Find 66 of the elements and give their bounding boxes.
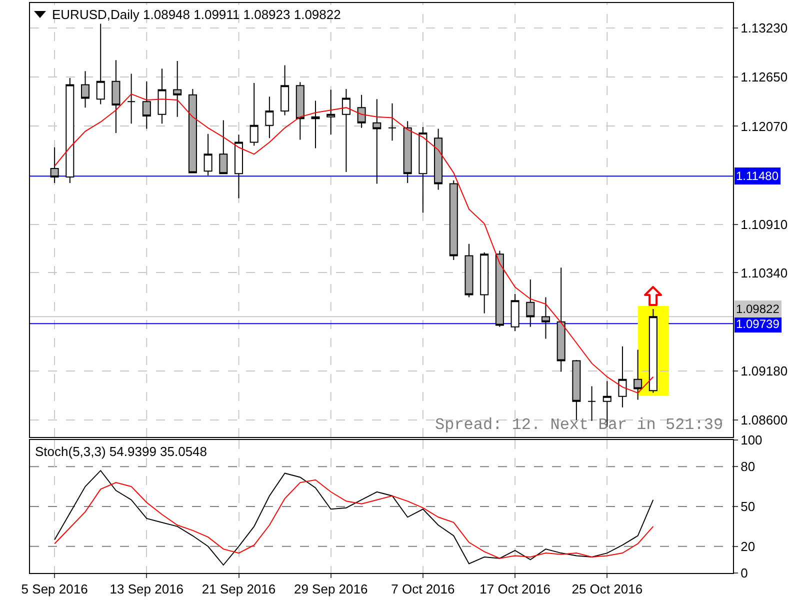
- x-tick-label: 29 Sep 2016: [294, 582, 368, 597]
- y-tick-label: 20: [740, 538, 756, 554]
- candlestick: [112, 60, 120, 134]
- y-tick-label: 1.10340: [740, 265, 788, 280]
- y-tick-label: 1.12070: [740, 118, 788, 134]
- ref-line-label: 1.09822: [736, 302, 780, 316]
- candlestick: [234, 134, 244, 199]
- y-tick-label: 100: [740, 432, 762, 448]
- candlestick: [526, 278, 535, 328]
- candlestick: [510, 293, 520, 332]
- candlestick: [142, 80, 151, 130]
- chart-title: Stoch(5,3,3) 54.9399 35.0548: [35, 444, 208, 459]
- y-tick-label: 1.08600: [740, 412, 788, 428]
- y-tick-label: 0: [740, 566, 748, 581]
- ref-line-label: 1.09739: [736, 317, 780, 331]
- y-tick-label: 50: [740, 499, 756, 514]
- y-tick-label: 1.13230: [740, 20, 788, 36]
- x-tick-label: 25 Oct 2016: [572, 582, 643, 597]
- candlestick: [618, 346, 627, 408]
- candlestick: [357, 94, 366, 128]
- candlestick: [296, 82, 304, 140]
- candlestick: [50, 146, 59, 184]
- annotation: Spread: 12. Next Bar in 521:39: [435, 416, 724, 434]
- x-tick-label: 17 Oct 2016: [480, 582, 550, 597]
- y-tick-label: 80: [740, 459, 756, 474]
- candlestick: [311, 100, 320, 149]
- candlestick: [342, 88, 350, 172]
- candlestick: [449, 180, 458, 261]
- candlestick: [127, 73, 136, 124]
- candlestick: [265, 96, 274, 139]
- candlestick: [403, 120, 412, 184]
- x-tick-label: 13 Sep 2016: [110, 582, 184, 597]
- candlestick: [418, 126, 428, 214]
- x-tick-label: 7 Oct 2016: [391, 582, 455, 597]
- candlestick: [495, 250, 504, 328]
- x-tick-label: 21 Sep 2016: [202, 582, 276, 597]
- candlestick: [372, 98, 382, 184]
- line-series: [54, 470, 654, 566]
- candlestick: [648, 308, 658, 394]
- line-series: [54, 94, 654, 394]
- candlestick: [204, 133, 212, 176]
- chart-title: EURUSD,Daily 1.08948 1.09911 1.08923 1.09822: [52, 7, 341, 22]
- candlestick: [66, 77, 74, 184]
- x-tick-label: 5 Sep 2016: [21, 582, 88, 597]
- candlestick: [219, 120, 228, 174]
- candlestick: [388, 102, 397, 142]
- candlestick: [280, 64, 290, 116]
- line-series: [54, 479, 654, 559]
- candlestick: [434, 128, 443, 190]
- candlestick: [634, 349, 642, 400]
- y-tick-label: 1.10910: [740, 217, 788, 232]
- candlestick: [173, 60, 182, 118]
- candlestick: [556, 267, 566, 372]
- candlestick: [588, 386, 596, 422]
- candlestick: [96, 23, 105, 105]
- candlestick: [81, 70, 90, 108]
- candlestick: [158, 68, 166, 124]
- candlestick: [541, 296, 550, 340]
- candlestick: [250, 82, 258, 146]
- candlestick: [188, 88, 197, 174]
- candlestick: [326, 89, 336, 136]
- y-tick-label: 1.12650: [740, 70, 788, 85]
- ref-line-label: 1.11480: [736, 169, 779, 183]
- candlestick: [480, 252, 489, 314]
- candlestick: [464, 243, 474, 298]
- y-tick-label: 1.09180: [740, 364, 788, 378]
